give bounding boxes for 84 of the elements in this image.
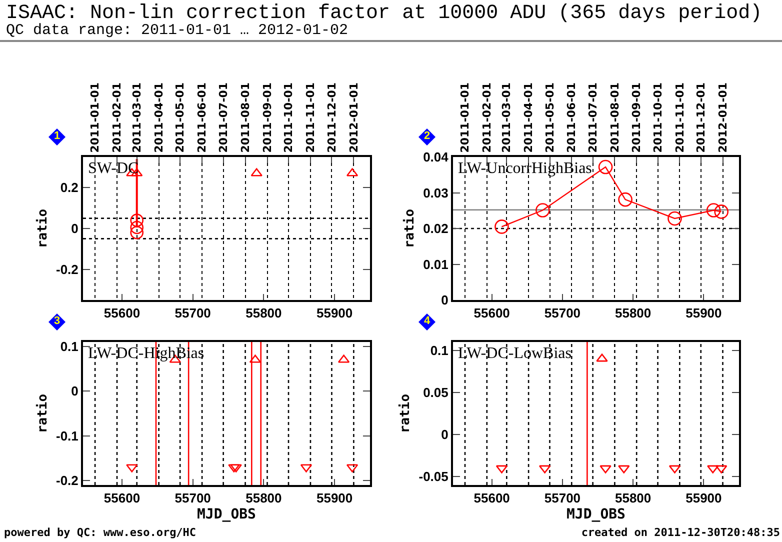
point bbox=[130, 226, 144, 240]
point bbox=[706, 203, 721, 218]
x-tick-label: 55800 bbox=[614, 490, 652, 506]
x2-tick-label: 2011-03-01 bbox=[130, 82, 144, 153]
x2-tick-label: 2011-08-01 bbox=[608, 82, 622, 153]
x-tick-label: 55600 bbox=[104, 306, 140, 321]
y-tick-label: 0 bbox=[71, 221, 78, 236]
x2-tick-label: 2011-05-01 bbox=[543, 82, 556, 153]
x2-tick-label: 2011-12-01 bbox=[694, 82, 708, 153]
point bbox=[130, 220, 144, 234]
point bbox=[536, 203, 550, 218]
y-axis-title: ratio bbox=[35, 394, 50, 434]
y-tick-label: -0.1 bbox=[56, 428, 78, 444]
point bbox=[714, 204, 728, 219]
x-tick-label: 55800 bbox=[614, 306, 652, 321]
x2-tick-label: 2011-04-01 bbox=[152, 82, 166, 153]
x-tick-label: 55900 bbox=[316, 490, 353, 506]
x-tick-label: 55700 bbox=[544, 490, 581, 506]
x-axis-title: MJD_OBS bbox=[196, 506, 256, 522]
point bbox=[598, 160, 613, 174]
x-tick-label: 55800 bbox=[246, 306, 282, 321]
x2-tick-label: 2011-08-01 bbox=[238, 82, 252, 153]
y-tick-label: -0.2 bbox=[56, 262, 78, 277]
x2-tick-label: 2011-10-01 bbox=[651, 82, 664, 153]
x-tick-label: 55800 bbox=[246, 490, 282, 506]
text: 2 bbox=[422, 130, 432, 142]
x2-tick-label: 2011-11-01 bbox=[673, 82, 686, 153]
y-tick-label: 0.05 bbox=[423, 385, 448, 400]
text: 4 bbox=[422, 315, 432, 327]
chart-subtitle: QC data range: 2011-01-01 … 2012-01-02 bbox=[6, 22, 348, 39]
y-tick-label: 0 bbox=[441, 292, 448, 308]
point bbox=[130, 214, 144, 227]
y-tick-label: 0.1 bbox=[60, 339, 78, 354]
y-tick-label: -0.05 bbox=[418, 469, 448, 484]
text: 3 bbox=[52, 315, 62, 327]
x-tick-label: 55900 bbox=[686, 490, 722, 506]
x-tick-label: 55900 bbox=[686, 306, 722, 321]
y-tick-label: 0.1 bbox=[430, 342, 448, 358]
y-tick-label: 0 bbox=[71, 384, 78, 399]
y-tick-label: -0.2 bbox=[56, 473, 78, 488]
annotation: LW-UncorrHighBias bbox=[458, 160, 592, 177]
x-tick-label: 55600 bbox=[474, 490, 510, 506]
y-tick-label: 0 bbox=[441, 427, 448, 442]
x2-tick-label: 2011-09-01 bbox=[630, 82, 644, 153]
y-axis-title: ratio bbox=[402, 208, 418, 248]
y-axis-title: ratio bbox=[398, 394, 414, 434]
x2-tick-label: 2011-06-01 bbox=[565, 82, 578, 153]
y-tick-label: 0.02 bbox=[423, 221, 448, 236]
x2-tick-label: 2011-02-01 bbox=[110, 82, 124, 153]
x2-tick-label: 2011-06-01 bbox=[196, 82, 209, 153]
x2-tick-label: 2011-02-01 bbox=[480, 82, 494, 153]
text: 1 bbox=[52, 130, 62, 142]
x2-tick-label: 2012-01-01 bbox=[716, 82, 730, 153]
annotation: LW-DC-LowBias bbox=[458, 345, 572, 362]
x2-tick-label: 2011-05-01 bbox=[174, 82, 187, 153]
y-tick-label: 0.04 bbox=[423, 150, 450, 165]
x-tick-label: 55700 bbox=[174, 490, 211, 506]
x-tick-label: 55600 bbox=[474, 306, 510, 321]
y-tick-label: 0.01 bbox=[423, 256, 448, 272]
x-tick-label: 55900 bbox=[316, 306, 353, 321]
x2-tick-label: 2011-01-01 bbox=[88, 82, 102, 153]
x2-tick-label: 2011-03-01 bbox=[500, 82, 514, 153]
point bbox=[250, 168, 262, 176]
x2-tick-label: 2012-01-01 bbox=[347, 82, 360, 153]
x2-tick-label: 2011-07-01 bbox=[586, 82, 600, 153]
y-tick-label: 0.2 bbox=[60, 180, 78, 196]
text: created on 2011-12-30T20:48:35 bbox=[581, 526, 780, 539]
x-tick-label: 55700 bbox=[174, 306, 211, 321]
y-tick-label: 0.03 bbox=[423, 185, 448, 200]
point bbox=[668, 211, 682, 226]
x2-tick-label: 2011-12-01 bbox=[325, 82, 338, 153]
x-tick-label: 55600 bbox=[104, 490, 140, 506]
x-axis-title: MJD_OBS bbox=[566, 506, 626, 522]
x-tick-label: 55700 bbox=[544, 306, 581, 321]
x2-tick-label: 2011-04-01 bbox=[522, 82, 536, 153]
y-axis-title: ratio bbox=[35, 208, 50, 248]
point bbox=[618, 192, 632, 207]
x2-tick-label: 2011-11-01 bbox=[304, 82, 318, 153]
point bbox=[494, 220, 509, 234]
x2-tick-label: 2011-09-01 bbox=[260, 82, 274, 153]
x2-tick-label: 2011-10-01 bbox=[282, 82, 296, 153]
x2-tick-label: 2011-01-01 bbox=[458, 82, 472, 153]
text: powered by QC: www.eso.org/HC bbox=[4, 526, 196, 539]
x2-tick-label: 2011-07-01 bbox=[216, 82, 230, 153]
